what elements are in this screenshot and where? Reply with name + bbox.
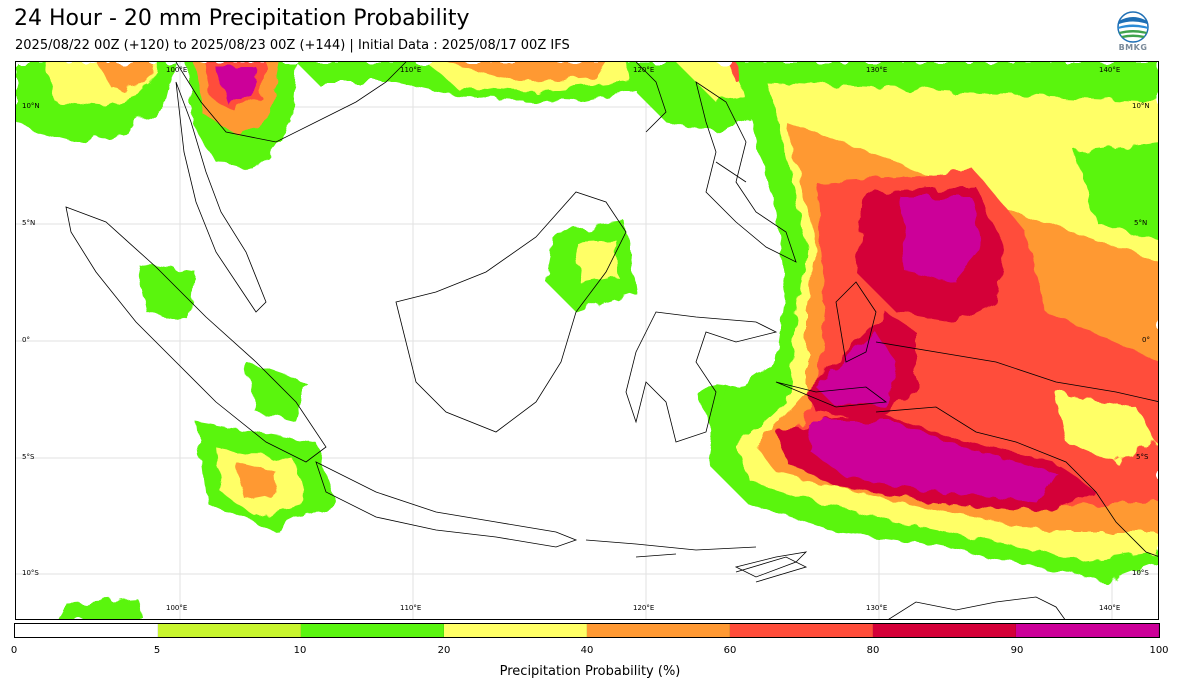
lat-label-right: 5°N bbox=[1134, 219, 1148, 227]
colorbar-tick: 0 bbox=[10, 645, 18, 656]
colorbar-tick: 60 bbox=[723, 645, 737, 656]
lat-label-right: 10°N bbox=[1132, 102, 1150, 110]
logo-text: BMKG bbox=[1118, 43, 1148, 52]
colorbar-segment bbox=[730, 624, 873, 637]
bmkg-logo-icon bbox=[1117, 11, 1149, 43]
colorbar-tick: 100 bbox=[1149, 645, 1169, 656]
lon-label-top: 120°E bbox=[633, 66, 655, 74]
colorbar-segment bbox=[301, 624, 444, 637]
lat-label-right: 0° bbox=[1142, 336, 1150, 344]
colorbar-tick: 20 bbox=[437, 645, 451, 656]
lon-label-top: 130°E bbox=[866, 66, 888, 74]
lat-label-right: 5°S bbox=[1136, 453, 1149, 461]
lon-label-top: 110°E bbox=[400, 66, 422, 74]
lon-label-bottom: 100°E bbox=[166, 604, 188, 612]
colorbar-segment bbox=[158, 624, 301, 637]
page-title: 24 Hour - 20 mm Precipitation Probabilit… bbox=[14, 6, 470, 31]
precipitation-fields bbox=[16, 62, 1158, 619]
lon-label-top: 100°E bbox=[166, 66, 188, 74]
lon-label-bottom: 110°E bbox=[400, 604, 422, 612]
colorbar-tick: 80 bbox=[866, 645, 880, 656]
colorbar bbox=[14, 623, 1160, 638]
precipitation-map bbox=[16, 62, 1158, 619]
lon-label-top: 140°E bbox=[1099, 66, 1121, 74]
colorbar-tick: 5 bbox=[153, 645, 161, 656]
lat-label-left: 5°N bbox=[22, 219, 36, 227]
lon-label-bottom: 140°E bbox=[1099, 604, 1121, 612]
lat-label-left: 5°S bbox=[22, 453, 35, 461]
lat-label-left: 10°N bbox=[22, 102, 40, 110]
colorbar-tick: 40 bbox=[580, 645, 594, 656]
colorbar-segment bbox=[15, 624, 158, 637]
colorbar-segment bbox=[587, 624, 730, 637]
lon-label-bottom: 120°E bbox=[633, 604, 655, 612]
map-panel bbox=[15, 61, 1159, 620]
colorbar-segment bbox=[1016, 624, 1159, 637]
colorbar-segment bbox=[873, 624, 1016, 637]
colorbar-tick: 90 bbox=[1010, 645, 1024, 656]
lat-label-right: 10°S bbox=[1132, 569, 1149, 577]
lon-label-bottom: 130°E bbox=[866, 604, 888, 612]
colorbar-tick: 10 bbox=[293, 645, 307, 656]
lat-label-left: 10°S bbox=[22, 569, 39, 577]
coastlines bbox=[65, 62, 1158, 619]
colorbar-segment bbox=[444, 624, 587, 637]
colorbar-label: Precipitation Probability (%) bbox=[499, 664, 681, 679]
page-subtitle: 2025/08/22 00Z (+120) to 2025/08/23 00Z … bbox=[15, 38, 570, 53]
lat-label-left: 0° bbox=[22, 336, 30, 344]
